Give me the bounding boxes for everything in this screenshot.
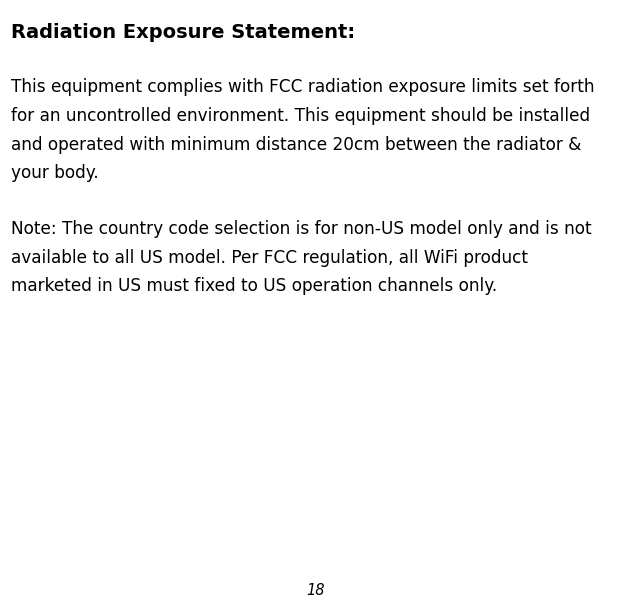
- Text: available to all US model. Per FCC regulation, all WiFi product: available to all US model. Per FCC regul…: [11, 249, 528, 266]
- Text: This equipment complies with FCC radiation exposure limits set forth: This equipment complies with FCC radiati…: [11, 78, 595, 96]
- Text: 18: 18: [306, 582, 325, 598]
- Text: for an uncontrolled environment. This equipment should be installed: for an uncontrolled environment. This eq…: [11, 107, 591, 125]
- Text: marketed in US must fixed to US operation channels only.: marketed in US must fixed to US operatio…: [11, 277, 498, 295]
- Text: your body.: your body.: [11, 164, 99, 182]
- Text: and operated with minimum distance 20cm between the radiator &: and operated with minimum distance 20cm …: [11, 136, 582, 153]
- Text: Note: The country code selection is for non-US model only and is not: Note: The country code selection is for …: [11, 220, 592, 238]
- Text: Radiation Exposure Statement:: Radiation Exposure Statement:: [11, 23, 355, 42]
